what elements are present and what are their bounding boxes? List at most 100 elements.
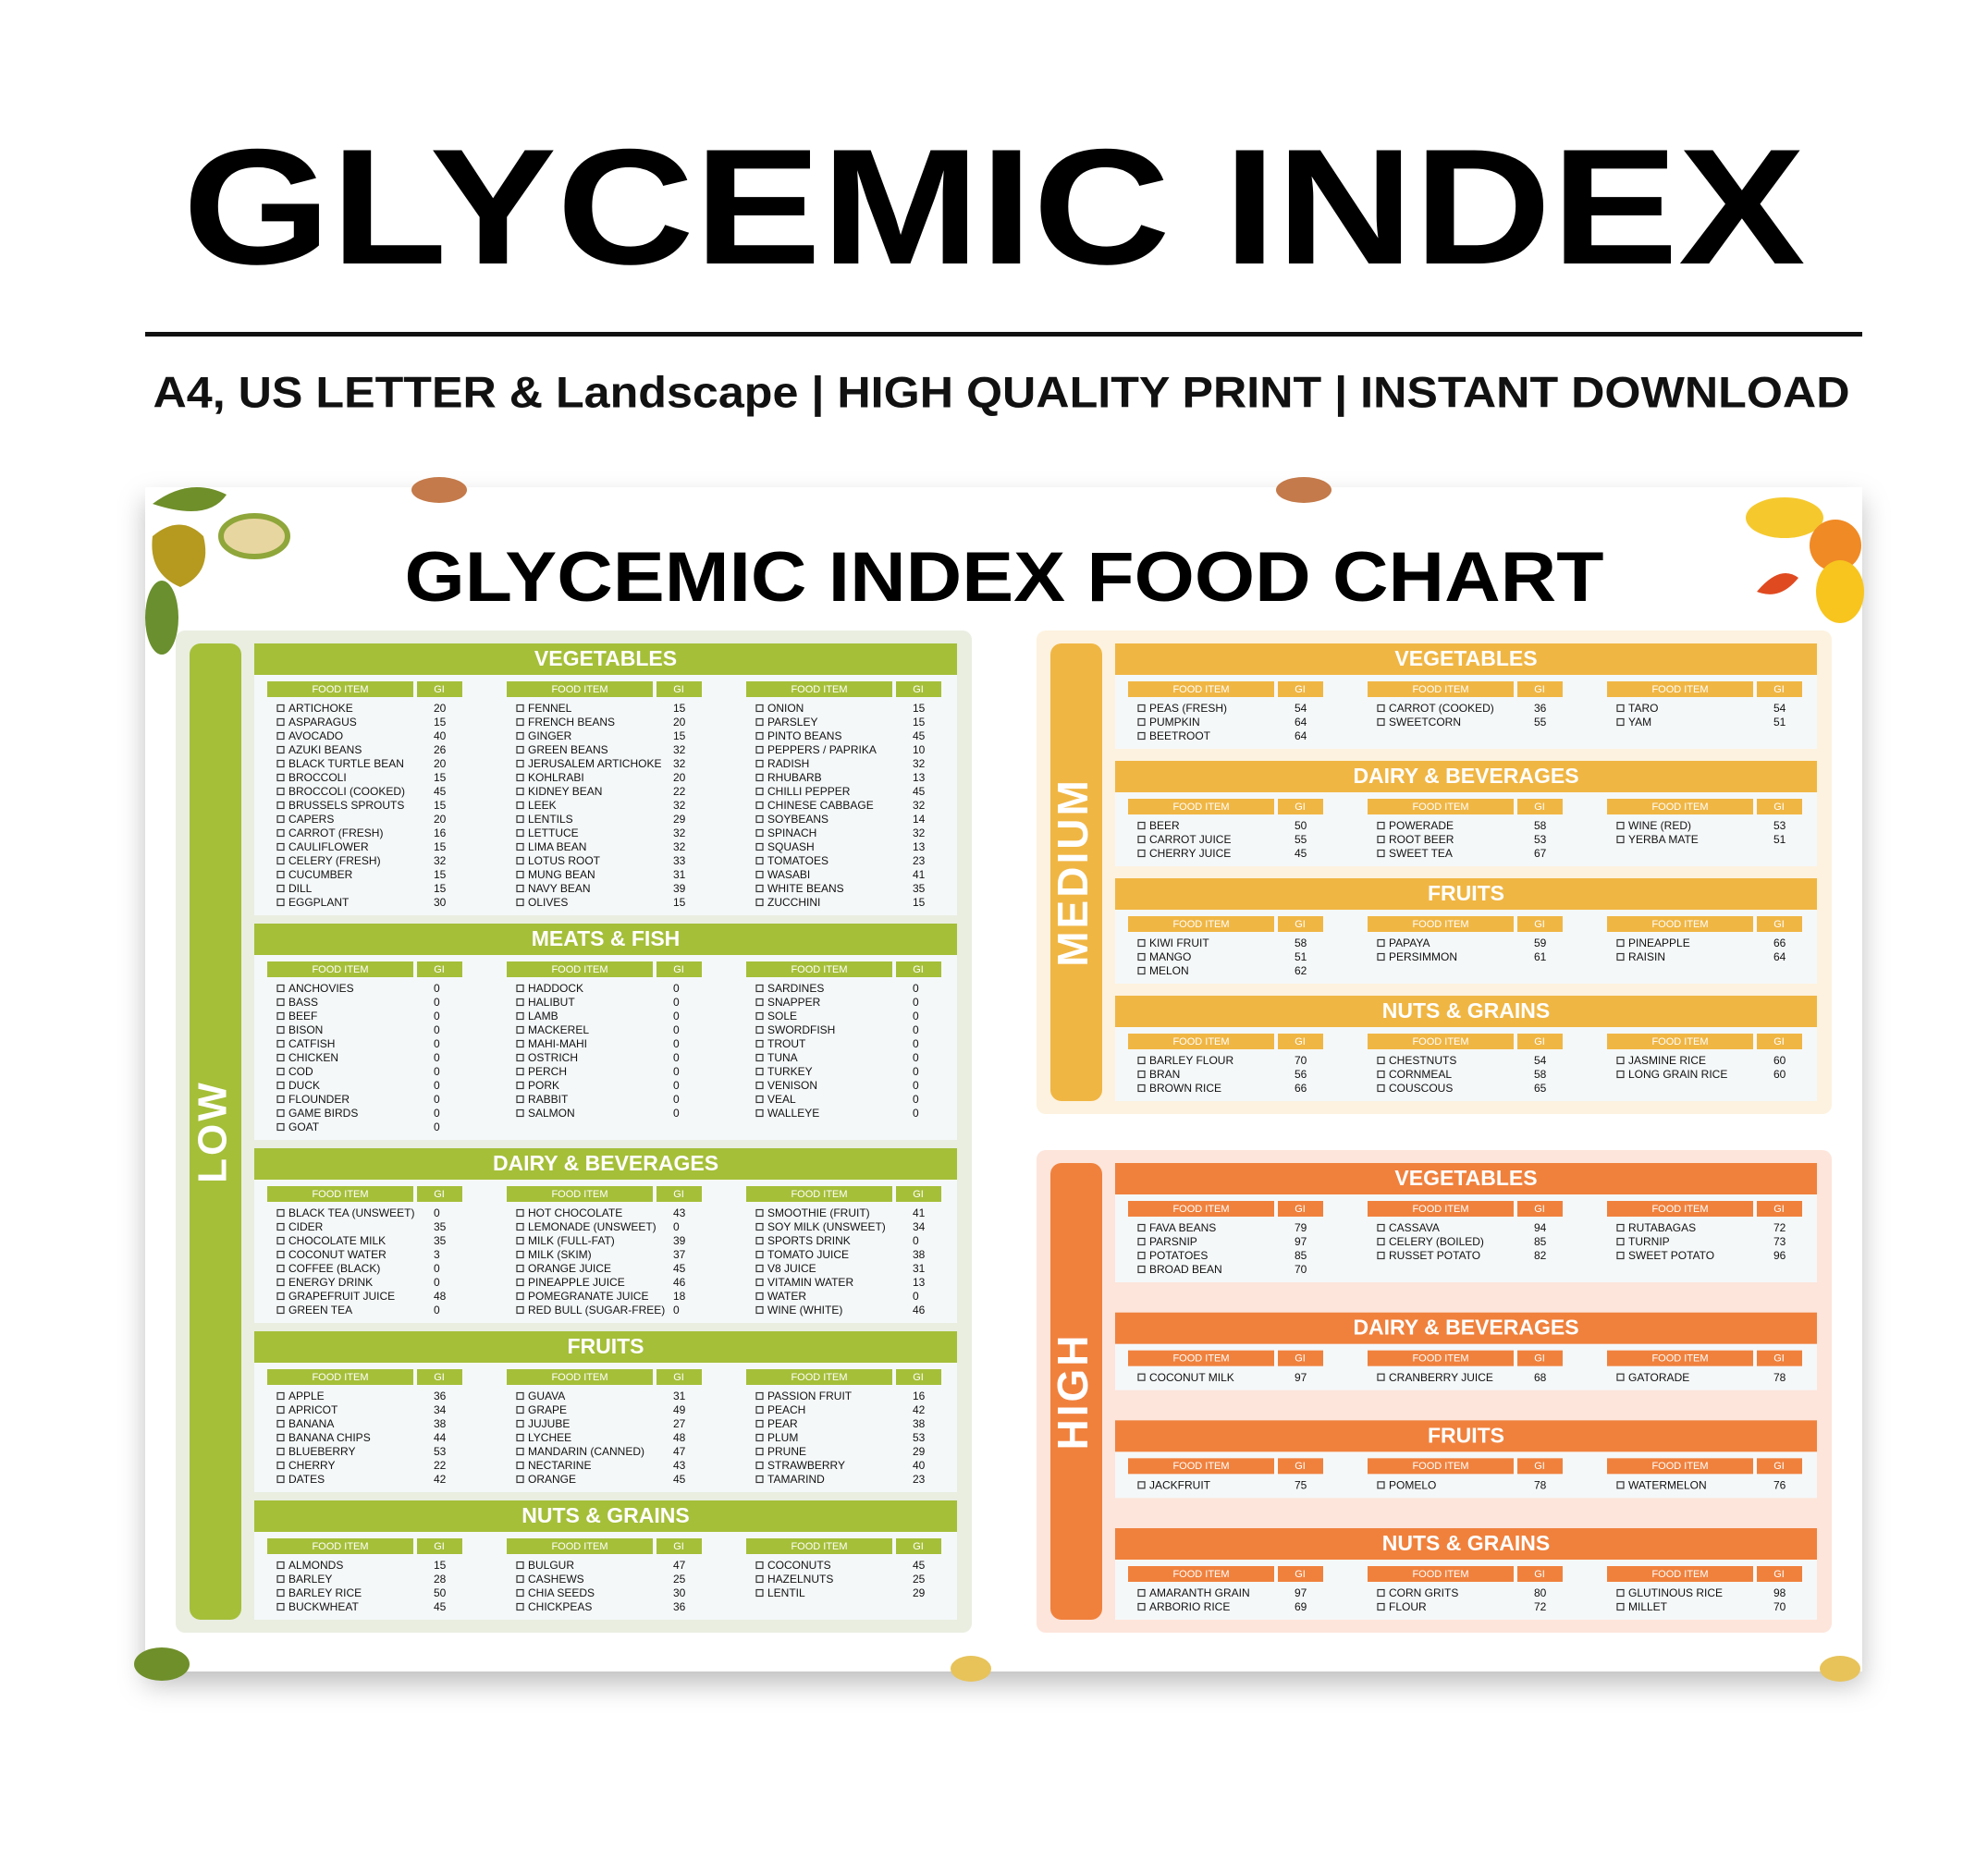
gi-value: 72 xyxy=(1773,1221,1786,1234)
checkbox xyxy=(276,1475,285,1484)
gi-value: 15 xyxy=(434,1559,447,1572)
food-name: RUTABAGAS xyxy=(1628,1221,1696,1234)
food-name: FLOUR xyxy=(1389,1600,1427,1613)
column-head-label: FOOD ITEM xyxy=(551,1189,607,1200)
column-head-gi xyxy=(1517,799,1563,814)
gi-value: 13 xyxy=(913,771,926,784)
checkbox xyxy=(276,1588,285,1598)
column-head-gi xyxy=(1517,1201,1563,1217)
checkbox xyxy=(276,704,285,713)
column-head-label: GI xyxy=(1773,1461,1785,1472)
section-title: VEGETABLES xyxy=(1394,646,1537,670)
gi-value: 70 xyxy=(1295,1054,1307,1067)
food-name: YAM xyxy=(1628,716,1651,729)
food-name: AVOCADO xyxy=(288,729,343,742)
column-head-food xyxy=(746,681,892,697)
gi-value: 0 xyxy=(673,996,680,1009)
gi-value: 50 xyxy=(1295,819,1307,832)
checkbox xyxy=(516,717,524,727)
checkbox xyxy=(1377,1602,1385,1611)
checkbox xyxy=(516,1011,524,1021)
gi-value: 45 xyxy=(673,1262,686,1275)
group-label: LOW xyxy=(190,1080,236,1183)
food-name: OLIVES xyxy=(528,896,568,909)
checkbox xyxy=(516,801,524,810)
gi-value: 51 xyxy=(1295,950,1307,963)
column-head-gi xyxy=(896,1369,941,1385)
checkbox xyxy=(276,884,285,893)
food-name: CHICKEN xyxy=(288,1051,338,1064)
checkbox xyxy=(276,745,285,754)
food-name: CARROT JUICE xyxy=(1149,833,1231,846)
column-head-food xyxy=(1128,681,1274,697)
column-head-label: FOOD ITEM xyxy=(791,1189,847,1200)
food-name: PASSION FRUIT xyxy=(767,1390,853,1402)
food-name: SPINACH xyxy=(767,827,816,839)
food-name: SPORTS DRINK xyxy=(767,1234,851,1247)
column-head-food xyxy=(1128,799,1274,814)
gi-value: 0 xyxy=(434,1304,440,1316)
checkbox xyxy=(755,1278,764,1287)
gi-value: 62 xyxy=(1295,964,1307,977)
checkbox xyxy=(276,1095,285,1104)
column-head-label: GI xyxy=(1534,1353,1545,1365)
column-head-food xyxy=(1607,1566,1753,1582)
checkbox xyxy=(1377,704,1385,713)
column-head-food xyxy=(1368,1566,1514,1582)
gi-value: 31 xyxy=(913,1262,926,1275)
checkbox xyxy=(516,1305,524,1315)
checkbox xyxy=(755,1405,764,1414)
column-head-food xyxy=(1128,1201,1274,1217)
food-name: CHILLI PEPPER xyxy=(767,785,851,798)
gi-value: 0 xyxy=(434,1037,440,1050)
gi-value: 32 xyxy=(673,827,686,839)
gi-value: 0 xyxy=(913,1051,919,1064)
gi-value: 30 xyxy=(673,1586,686,1599)
gi-value: 0 xyxy=(913,1107,919,1120)
checkbox xyxy=(755,1025,764,1035)
food-name: WATERMELON xyxy=(1628,1479,1707,1492)
food-name: CUCUMBER xyxy=(288,868,353,881)
column-head-gi xyxy=(417,1538,462,1554)
column-head-food xyxy=(507,1538,653,1554)
food-name: BARLEY xyxy=(288,1573,332,1586)
gi-value: 60 xyxy=(1773,1054,1786,1067)
checkbox xyxy=(276,1561,285,1570)
food-name: LEEK xyxy=(528,799,557,812)
checkbox xyxy=(276,828,285,838)
checkbox xyxy=(1377,835,1385,844)
column-head-label: FOOD ITEM xyxy=(1172,919,1229,930)
column-head-gi xyxy=(1517,1034,1563,1049)
column-head-label: GI xyxy=(1534,1204,1545,1215)
gi-value: 0 xyxy=(434,1023,440,1036)
gi-value: 85 xyxy=(1534,1235,1547,1248)
gi-value: 22 xyxy=(673,785,686,798)
checkbox xyxy=(276,814,285,824)
food-name: BRUSSELS SPROUTS xyxy=(288,799,404,812)
checkbox xyxy=(276,1039,285,1048)
gi-value: 27 xyxy=(673,1417,686,1430)
checkbox xyxy=(1616,938,1625,948)
food-name: APPLE xyxy=(288,1390,325,1402)
gi-value: 45 xyxy=(673,1473,686,1486)
gi-value: 0 xyxy=(673,982,680,995)
food-name: V8 JUICE xyxy=(767,1262,816,1275)
gi-value: 31 xyxy=(673,868,686,881)
gi-value: 0 xyxy=(673,1037,680,1050)
column-head-gi xyxy=(417,681,462,697)
gi-value: 0 xyxy=(434,1093,440,1106)
checkbox xyxy=(516,828,524,838)
checkbox xyxy=(755,842,764,851)
food-name: POMEGRANATE JUICE xyxy=(528,1290,648,1303)
gi-value: 32 xyxy=(913,757,926,770)
column-head-gi xyxy=(1517,1350,1563,1366)
checkbox xyxy=(276,1250,285,1259)
food-name: HAZELNUTS xyxy=(767,1573,833,1586)
food-name: AZUKI BEANS xyxy=(288,743,362,756)
gi-value: 29 xyxy=(673,813,686,826)
column-head-label: FOOD ITEM xyxy=(791,964,847,975)
gi-value: 51 xyxy=(1773,833,1786,846)
food-name: CIDER xyxy=(288,1220,324,1233)
checkbox xyxy=(1377,1084,1385,1093)
food-name: WATER xyxy=(767,1290,806,1303)
